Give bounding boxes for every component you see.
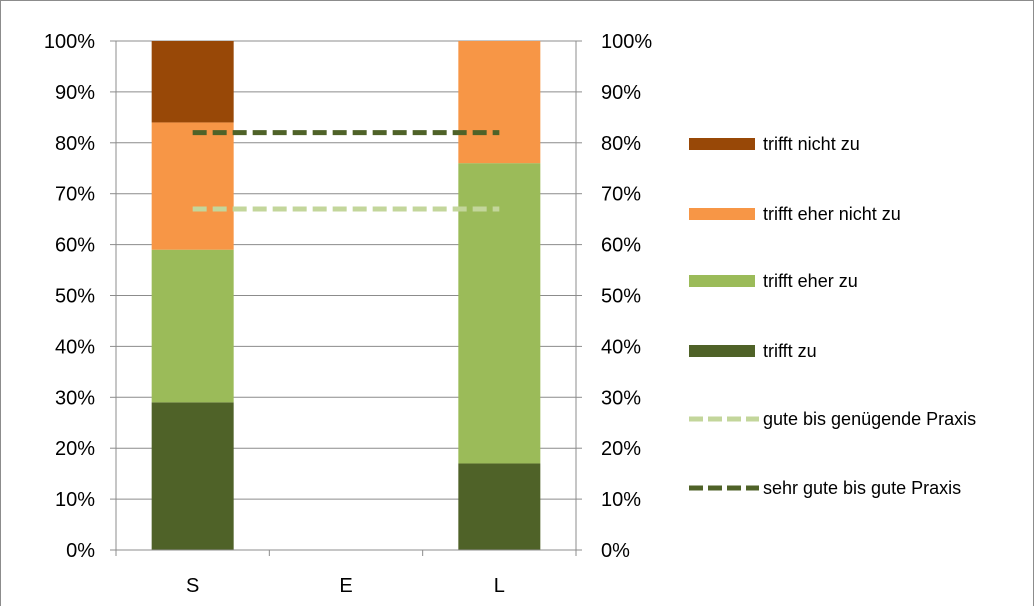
legend-label: trifft eher zu (763, 271, 858, 291)
bar-segment (151, 41, 234, 123)
bar-segment (151, 249, 234, 403)
axes: 0% 0% 10% 10% 20% 20% 30% 30% 40% 40% 50% 50% 60% 60%… (44, 31, 653, 597)
y-tick-label-right: 100% (601, 31, 652, 53)
legend-label: gute bis genügende Praxis (763, 409, 976, 429)
legend-label: trifft nicht zu (763, 134, 860, 154)
y-tick-label-right: 20% (601, 438, 641, 460)
legend-swatch (689, 345, 755, 357)
y-tick-label-right: 40% (601, 336, 641, 358)
y-tick-label-right: 0% (601, 540, 630, 562)
y-tick-label-left: 50% (55, 286, 95, 308)
y-tick-label-right: 70% (601, 184, 641, 206)
x-tick-label: E (339, 575, 352, 597)
y-tick-label-right: 50% (601, 286, 641, 308)
y-tick-label-left: 90% (55, 82, 95, 104)
y-tick-label-right: 30% (601, 387, 641, 409)
y-tick-label-left: 100% (44, 31, 95, 53)
bars (151, 41, 541, 550)
y-tick-label-right: 90% (601, 82, 641, 104)
reference-lines (192, 130, 500, 212)
bar-segment (151, 122, 234, 250)
y-tick-label-left: 60% (55, 235, 95, 257)
y-tick-label-left: 0% (66, 540, 95, 562)
y-tick-label-left: 30% (55, 387, 95, 409)
y-tick-label-left: 40% (55, 336, 95, 358)
bar-segment (458, 463, 541, 550)
y-tick-label-left: 80% (55, 133, 95, 155)
y-tick-label-left: 20% (55, 438, 95, 460)
legend: trifft nicht zu trifft eher nicht zu triff… (689, 134, 976, 498)
y-tick-label-left: 10% (55, 489, 95, 511)
y-tick-label-right: 10% (601, 489, 641, 511)
bar-segment (458, 163, 541, 464)
legend-swatch (689, 138, 755, 150)
y-tick-label-right: 80% (601, 133, 641, 155)
legend-swatch (689, 208, 755, 220)
bar-segment (458, 41, 541, 164)
y-tick-label-right: 60% (601, 235, 641, 257)
legend-label: trifft zu (763, 341, 817, 361)
legend-swatch (689, 275, 755, 287)
bar-segment (151, 402, 234, 550)
x-tick-label: S (186, 575, 199, 597)
legend-label: sehr gute bis gute Praxis (763, 478, 961, 498)
y-tick-label-left: 70% (55, 184, 95, 206)
legend-label: trifft eher nicht zu (763, 204, 901, 224)
x-tick-label: L (494, 575, 505, 597)
